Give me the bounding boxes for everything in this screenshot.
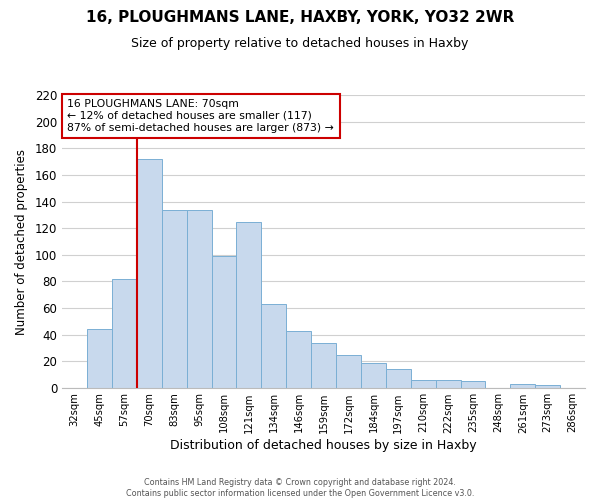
Bar — [311, 342, 336, 388]
Bar — [137, 159, 162, 388]
Bar — [436, 380, 461, 388]
Bar — [236, 222, 262, 388]
Bar — [535, 386, 560, 388]
Text: Contains HM Land Registry data © Crown copyright and database right 2024.
Contai: Contains HM Land Registry data © Crown c… — [126, 478, 474, 498]
Bar — [511, 384, 535, 388]
Bar — [386, 370, 411, 388]
Bar — [87, 330, 112, 388]
Text: 16, PLOUGHMANS LANE, HAXBY, YORK, YO32 2WR: 16, PLOUGHMANS LANE, HAXBY, YORK, YO32 2… — [86, 10, 514, 25]
Bar — [336, 354, 361, 388]
Bar — [361, 362, 386, 388]
Text: 16 PLOUGHMANS LANE: 70sqm
← 12% of detached houses are smaller (117)
87% of semi: 16 PLOUGHMANS LANE: 70sqm ← 12% of detac… — [67, 100, 334, 132]
Bar — [411, 380, 436, 388]
Bar — [212, 256, 236, 388]
Bar — [461, 382, 485, 388]
X-axis label: Distribution of detached houses by size in Haxby: Distribution of detached houses by size … — [170, 440, 477, 452]
Bar — [162, 210, 187, 388]
Y-axis label: Number of detached properties: Number of detached properties — [15, 148, 28, 334]
Text: Size of property relative to detached houses in Haxby: Size of property relative to detached ho… — [131, 38, 469, 51]
Bar — [262, 304, 286, 388]
Bar — [187, 210, 212, 388]
Bar — [286, 330, 311, 388]
Bar — [112, 279, 137, 388]
